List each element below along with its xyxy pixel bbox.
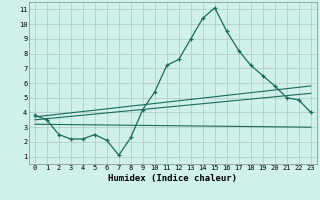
X-axis label: Humidex (Indice chaleur): Humidex (Indice chaleur) — [108, 174, 237, 183]
